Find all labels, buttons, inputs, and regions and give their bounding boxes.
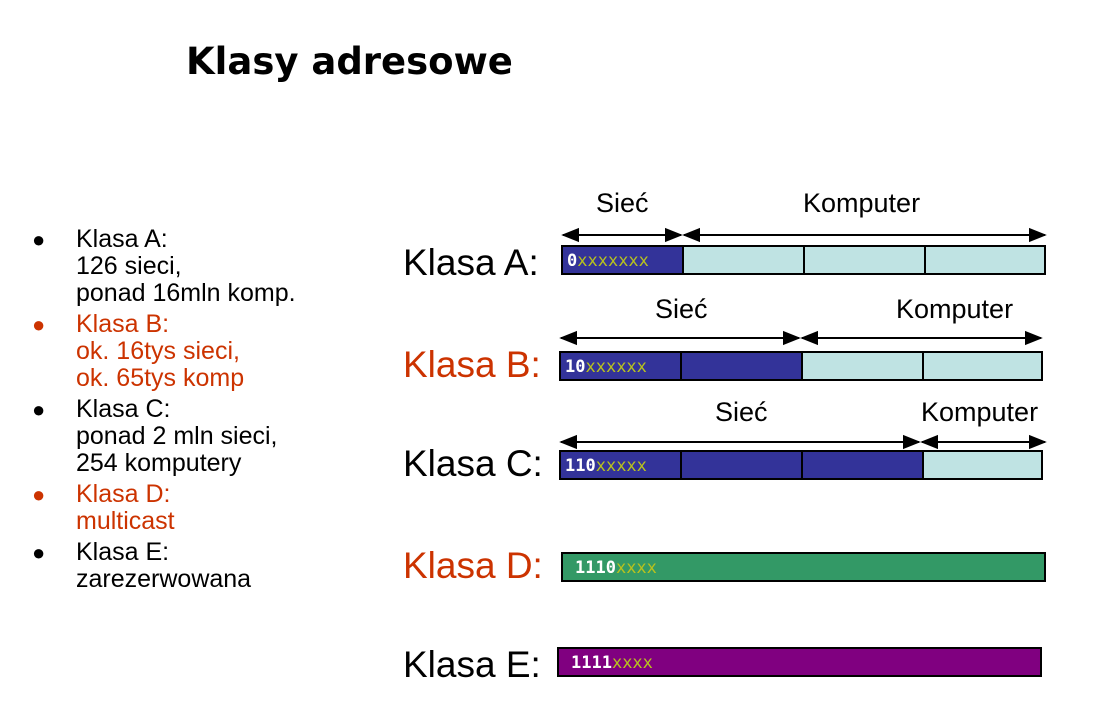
class-summary-list: ● Klasa A: 126 sieci, ponad 16mln komp. …	[30, 226, 390, 597]
list-item-line: Klasa D:	[76, 480, 171, 508]
list-item-class-c: ● Klasa C: ponad 2 mln sieci, 254 komput…	[30, 396, 390, 477]
list-item-line: ponad 16mln komp.	[76, 279, 296, 307]
host-octet	[684, 247, 805, 273]
page-title: Klasy adresowe	[186, 40, 513, 83]
host-header-b: Komputer	[896, 294, 1014, 324]
prefix-bits: 0xxxxxxx	[567, 251, 649, 271]
prefix-bits: 10xxxxxx	[565, 357, 647, 377]
network-octet: 110xxxxx	[561, 452, 682, 478]
list-item-line: Klasa E:	[76, 538, 170, 566]
class-e-label: Klasa E:	[403, 644, 541, 685]
class-b-address-bar: 10xxxxxx	[559, 351, 1043, 381]
network-octet: 10xxxxxx	[561, 353, 682, 379]
prefix-bits: 110xxxxx	[565, 456, 647, 476]
class-d-label: Klasa D:	[403, 545, 543, 586]
host-octet	[803, 353, 924, 379]
class-d-address-bar: 1110xxxx	[561, 552, 1046, 582]
network-octet	[803, 452, 924, 478]
list-item-line: ok. 65tys komp	[76, 364, 245, 392]
bullet-icon: ●	[32, 397, 46, 422]
network-octet: 0xxxxxxx	[563, 247, 684, 273]
class-e-address-bar: 1111xxxx	[557, 647, 1042, 677]
network-header-c: Sieć	[715, 397, 768, 427]
list-item-class-e: ● Klasa E: zarezerwowana	[30, 539, 390, 593]
network-header-a: Sieć	[596, 188, 649, 218]
list-item-line: zarezerwowana	[76, 565, 252, 593]
list-item-line: Klasa A:	[76, 225, 168, 253]
list-item-line: ponad 2 mln sieci,	[76, 422, 278, 450]
network-octet	[682, 452, 803, 478]
host-header-c: Komputer	[921, 397, 1039, 427]
bullet-icon: ●	[32, 312, 46, 337]
class-a-label: Klasa A:	[403, 242, 539, 283]
list-item-line: Klasa C:	[76, 395, 171, 423]
bullet-icon: ●	[32, 540, 46, 565]
list-item-line: multicast	[76, 507, 175, 535]
bullet-icon: ●	[32, 227, 46, 252]
host-octet	[924, 353, 1041, 379]
list-item-class-b: ● Klasa B: ok. 16tys sieci, ok. 65tys ko…	[30, 311, 390, 392]
list-item-class-a: ● Klasa A: 126 sieci, ponad 16mln komp.	[30, 226, 390, 307]
class-c-address-bar: 110xxxxx	[559, 450, 1043, 480]
list-item-class-d: ● Klasa D: multicast	[30, 481, 390, 535]
network-octet	[682, 353, 803, 379]
bullet-icon: ●	[32, 482, 46, 507]
host-header-a: Komputer	[803, 188, 921, 218]
list-item-line: 126 sieci,	[76, 252, 182, 280]
class-c-label: Klasa C:	[403, 443, 543, 484]
host-octet	[924, 452, 1041, 478]
network-header-b: Sieć	[655, 294, 708, 324]
host-octet	[805, 247, 926, 273]
prefix-bits: 1110xxxx	[575, 558, 657, 578]
list-item-line: Klasa B:	[76, 310, 170, 338]
multicast-block: 1110xxxx	[563, 554, 1044, 580]
reserved-block: 1111xxxx	[559, 649, 1040, 675]
class-b-label: Klasa B:	[403, 344, 541, 385]
prefix-bits: 1111xxxx	[571, 653, 653, 673]
list-item-line: 254 komputery	[76, 449, 242, 477]
host-octet	[926, 247, 1044, 273]
class-a-address-bar: 0xxxxxxx	[561, 245, 1046, 275]
list-item-line: ok. 16tys sieci,	[76, 337, 240, 365]
